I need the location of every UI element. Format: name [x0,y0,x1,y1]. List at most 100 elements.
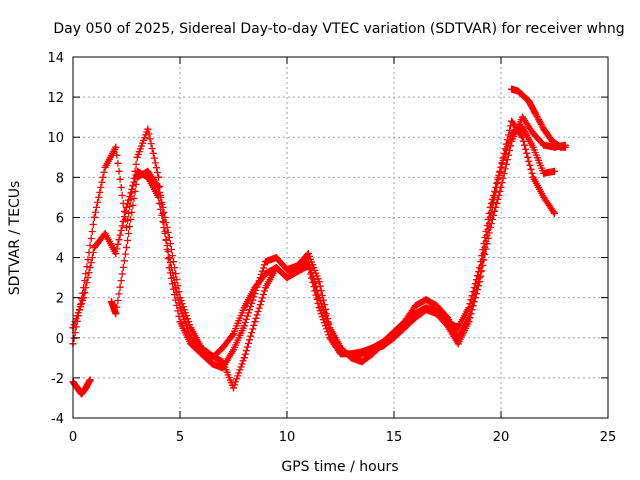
data-point [315,294,323,302]
data-point [176,294,184,302]
data-point [518,91,526,99]
data-point [529,129,537,137]
data-point [518,113,526,121]
data-point [529,143,537,151]
data-point [219,358,227,366]
data-point [304,258,312,266]
data-point [358,350,366,358]
data-point [454,340,462,348]
y-tick-label: 14 [47,51,64,66]
chart-title: Day 050 of 2025, Sidereal Day-to-day VTE… [53,21,624,37]
y-tick-label: 8 [56,171,64,186]
data-point [240,322,248,330]
x-tick-label: 20 [493,430,510,445]
data-point [283,274,291,282]
data-point [514,87,522,95]
data-point [315,278,323,286]
y-tick-label: -4 [51,412,64,427]
data-point [508,85,516,93]
data-point [337,350,344,358]
y-axis-label: SDTVAR / TECUs [7,181,23,296]
data-point [197,350,205,358]
x-tick-label: 10 [279,430,296,445]
y-tick-label: 6 [56,211,64,226]
data-point [123,203,130,211]
data-point [529,173,537,181]
data-point [101,163,109,171]
data-point [411,314,419,322]
data-point [369,346,377,354]
series-trace-d [508,85,569,151]
data-point [433,310,441,318]
y-tick-label: 12 [47,91,64,106]
data-point [262,284,270,292]
data-point [401,324,409,332]
data-points [69,85,569,398]
data-point [187,324,195,332]
data-point [240,354,248,362]
plus-markers [69,117,558,372]
y-tick-label: 2 [56,292,64,307]
data-point [144,167,152,175]
data-point [379,342,387,350]
data-point [112,250,120,258]
data-point [304,250,312,258]
x-tick-label: 25 [600,430,617,445]
data-point [444,314,451,322]
data-point [155,183,163,191]
data-point [294,266,302,274]
data-point [272,264,280,272]
data-point [465,318,473,326]
data-point [262,258,270,266]
data-point [112,310,120,318]
data-point [433,302,441,310]
data-point [561,143,569,151]
data-point [531,109,539,117]
data-point [337,344,344,352]
data-point [444,322,451,330]
axis-ticks: 0 5 10 15 20 25 -4 -2 0 2 4 6 8 10 12 14 [47,51,616,445]
data-point [326,324,334,332]
data-point [525,97,533,105]
data-point [197,344,205,352]
data-point [540,125,548,133]
data-point [86,376,94,384]
data-point [540,193,548,201]
data-point [123,244,130,252]
data-point [497,163,505,171]
data-point [518,133,526,141]
data-point [551,167,558,175]
data-point [251,318,259,326]
y-tick-label: 0 [56,332,64,347]
data-point [90,244,98,252]
data-point [540,169,548,177]
data-point [108,298,116,306]
x-tick-label: 15 [386,430,403,445]
data-point [272,254,280,262]
y-tick-label: -2 [51,372,64,387]
data-point [540,141,548,149]
data-point [80,284,88,292]
y-tick-label: 10 [47,131,64,146]
data-point [187,340,195,348]
data-point [486,223,494,231]
plus-markers [69,123,558,362]
data-point [358,358,366,366]
data-point [508,117,516,125]
data-point [208,352,216,360]
data-point [208,360,216,368]
data-point [176,318,184,326]
data-point [240,304,248,312]
data-point [476,278,484,286]
data-point [165,234,173,241]
data-point [133,173,141,181]
data-point [551,209,558,217]
data-point [123,223,130,231]
data-point [390,334,398,342]
data-point [347,354,355,362]
data-point [508,137,516,145]
data-point [497,183,505,191]
data-point [548,137,556,145]
data-point [219,344,227,352]
